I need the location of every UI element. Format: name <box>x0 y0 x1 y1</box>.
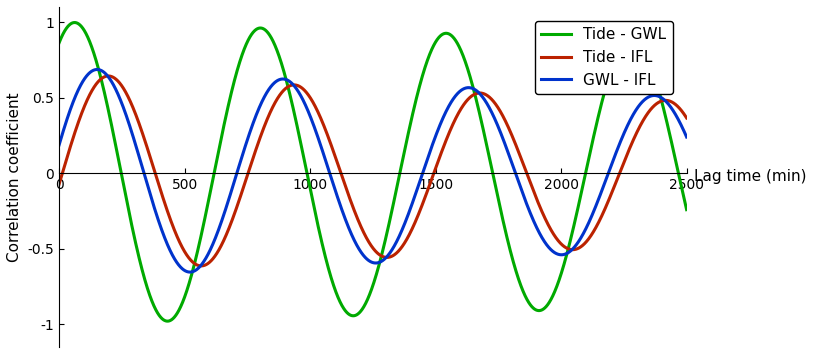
Tide - GWL <box>294 133 304 138</box>
GWL - IFL <box>682 135 692 139</box>
Tide - GWL <box>54 41 64 45</box>
Tide - GWL <box>431 40 441 44</box>
GWL - IFL <box>431 134 441 138</box>
Tide - IFL <box>463 98 472 102</box>
GWL - IFL <box>463 86 472 90</box>
Tide - IFL <box>168 225 178 229</box>
Tide - IFL <box>196 264 206 268</box>
Tide - GWL <box>463 66 472 70</box>
Tide - GWL <box>168 316 178 320</box>
Tide - IFL <box>103 74 113 78</box>
Tide - IFL <box>523 173 533 178</box>
Text: Lag time (min): Lag time (min) <box>693 170 806 184</box>
Legend: Tide - GWL, Tide - IFL, GWL - IFL: Tide - GWL, Tide - IFL, GWL - IFL <box>535 21 672 94</box>
GWL - IFL <box>185 270 195 274</box>
Tide - GWL <box>163 319 172 323</box>
Tide - IFL <box>431 166 441 170</box>
Tide - IFL <box>54 182 64 186</box>
Tide - IFL <box>682 116 692 120</box>
Line: Tide - GWL: Tide - GWL <box>59 23 687 321</box>
Tide - GWL <box>70 21 80 25</box>
GWL - IFL <box>523 204 533 209</box>
Line: GWL - IFL: GWL - IFL <box>59 69 687 272</box>
Tide - IFL <box>294 84 304 88</box>
Line: Tide - IFL: Tide - IFL <box>59 76 687 266</box>
GWL - IFL <box>294 91 304 95</box>
GWL - IFL <box>54 143 64 147</box>
Tide - GWL <box>682 207 692 212</box>
Y-axis label: Correlation coefficient: Correlation coefficient <box>7 92 22 262</box>
GWL - IFL <box>92 67 102 72</box>
Tide - IFL <box>571 247 580 251</box>
GWL - IFL <box>571 244 580 248</box>
Tide - GWL <box>523 298 533 303</box>
Tide - GWL <box>571 218 580 222</box>
GWL - IFL <box>168 255 178 259</box>
